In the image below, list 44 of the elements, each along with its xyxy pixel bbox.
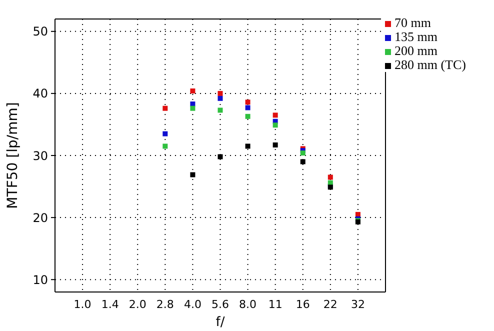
point bbox=[218, 154, 223, 160]
point bbox=[245, 144, 250, 149]
point bbox=[162, 144, 168, 149]
y-tick-label: 10 bbox=[32, 272, 48, 287]
point bbox=[355, 212, 360, 217]
point bbox=[190, 88, 196, 94]
x-tick-label: 16 bbox=[296, 298, 310, 311]
point bbox=[300, 150, 306, 156]
x-tick-label: 1.4 bbox=[101, 298, 119, 311]
x-tick-label: 2.8 bbox=[156, 298, 174, 311]
point bbox=[190, 102, 196, 106]
y-axis-title: MTF50 [lp/mm] bbox=[4, 102, 21, 209]
point bbox=[190, 172, 196, 178]
legend-label: 135 mm bbox=[394, 29, 438, 44]
point bbox=[300, 159, 306, 164]
point bbox=[218, 108, 223, 113]
x-tick-label: 2.0 bbox=[128, 298, 146, 311]
x-tick-label: 32 bbox=[350, 298, 365, 311]
point bbox=[272, 122, 278, 128]
point bbox=[218, 96, 223, 101]
point bbox=[190, 106, 196, 111]
point bbox=[245, 100, 250, 105]
point bbox=[245, 105, 250, 110]
point bbox=[328, 174, 333, 180]
x-tick-label: 4.0 bbox=[184, 298, 202, 311]
point bbox=[272, 142, 278, 148]
x-tick-label: 8.0 bbox=[239, 298, 257, 311]
point bbox=[162, 131, 168, 136]
legend-label: 280 mm (TC) bbox=[394, 57, 466, 72]
legend-label: 200 mm bbox=[394, 43, 438, 58]
point bbox=[218, 90, 223, 96]
legend-label: 70 mm bbox=[394, 15, 431, 30]
x-tick-label: 22 bbox=[323, 298, 338, 311]
x-tick-label: 11 bbox=[268, 298, 282, 311]
x-tick-label: 1.0 bbox=[74, 298, 92, 311]
y-tick-label: 40 bbox=[32, 86, 48, 101]
y-tick-label: 20 bbox=[32, 210, 48, 225]
x-axis-title: f/ bbox=[216, 315, 226, 330]
x-tick-label: 5.6 bbox=[212, 298, 229, 311]
y-tick-label: 50 bbox=[32, 24, 48, 39]
point bbox=[245, 114, 250, 119]
point bbox=[272, 112, 278, 118]
point bbox=[162, 106, 168, 111]
y-tick-label: 30 bbox=[32, 148, 48, 163]
